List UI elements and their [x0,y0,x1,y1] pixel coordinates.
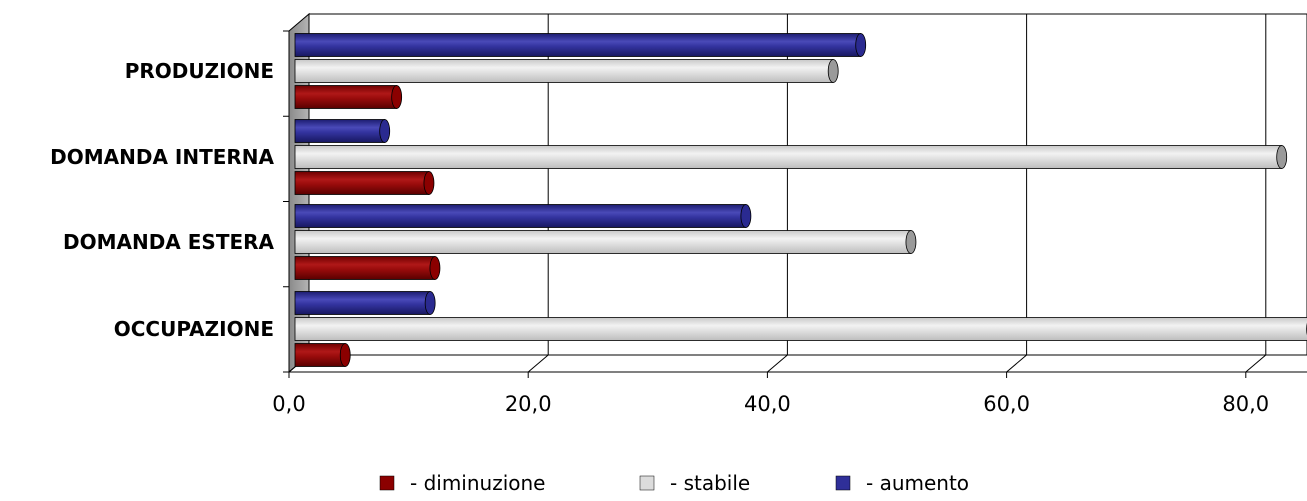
bar-domanda-estera-diminuzione [295,257,435,280]
legend-swatch [836,476,850,490]
x-tick-label: 60,0 [983,392,1030,416]
legend: - diminuzione - stabile - aumento [380,471,969,495]
legend-swatch [640,476,654,490]
bar-produzione-diminuzione [295,86,397,109]
bar-cap [392,86,402,109]
bar-occupazione-aumento [295,292,430,315]
category-label: DOMANDA INTERNA [50,145,274,169]
floor-gridline [1007,355,1027,372]
x-tick-label: 0,0 [272,392,305,416]
legend-label: - diminuzione [410,471,546,495]
bar-domanda-estera-aumento [295,205,746,228]
bar-cap [856,34,866,57]
x-tick-label: 40,0 [744,392,791,416]
bar-domanda-interna-stabile [295,146,1282,169]
bar-cap [828,60,838,83]
bar-cap [424,172,434,195]
bar-cap [906,231,916,254]
bar-domanda-estera-stabile [295,231,911,254]
x-tick-label: 80,0 [1222,392,1269,416]
bar-occupazione-diminuzione [295,344,345,367]
bar-cap [430,257,440,280]
bar-cap [741,205,751,228]
bar-domanda-interna-aumento [295,120,385,143]
bar-cap [1277,146,1287,169]
category-label: OCCUPAZIONE [114,317,274,341]
x-tick-label: 20,0 [505,392,552,416]
bar-occupazione-stabile [295,318,1307,341]
floor-gridline [528,355,548,372]
bar-cap [340,344,350,367]
bar-domanda-interna-diminuzione [295,172,429,195]
bar-cap [380,120,390,143]
category-label: PRODUZIONE [125,59,274,83]
floor-gridline [767,355,787,372]
legend-label: - stabile [670,471,750,495]
category-label: DOMANDA ESTERA [63,230,275,254]
legend-swatch [380,476,394,490]
bar-produzione-aumento [295,34,861,57]
bar-produzione-stabile [295,60,833,83]
floor-gridline [1246,355,1266,372]
bar-cap [425,292,435,315]
legend-label: - aumento [866,471,969,495]
